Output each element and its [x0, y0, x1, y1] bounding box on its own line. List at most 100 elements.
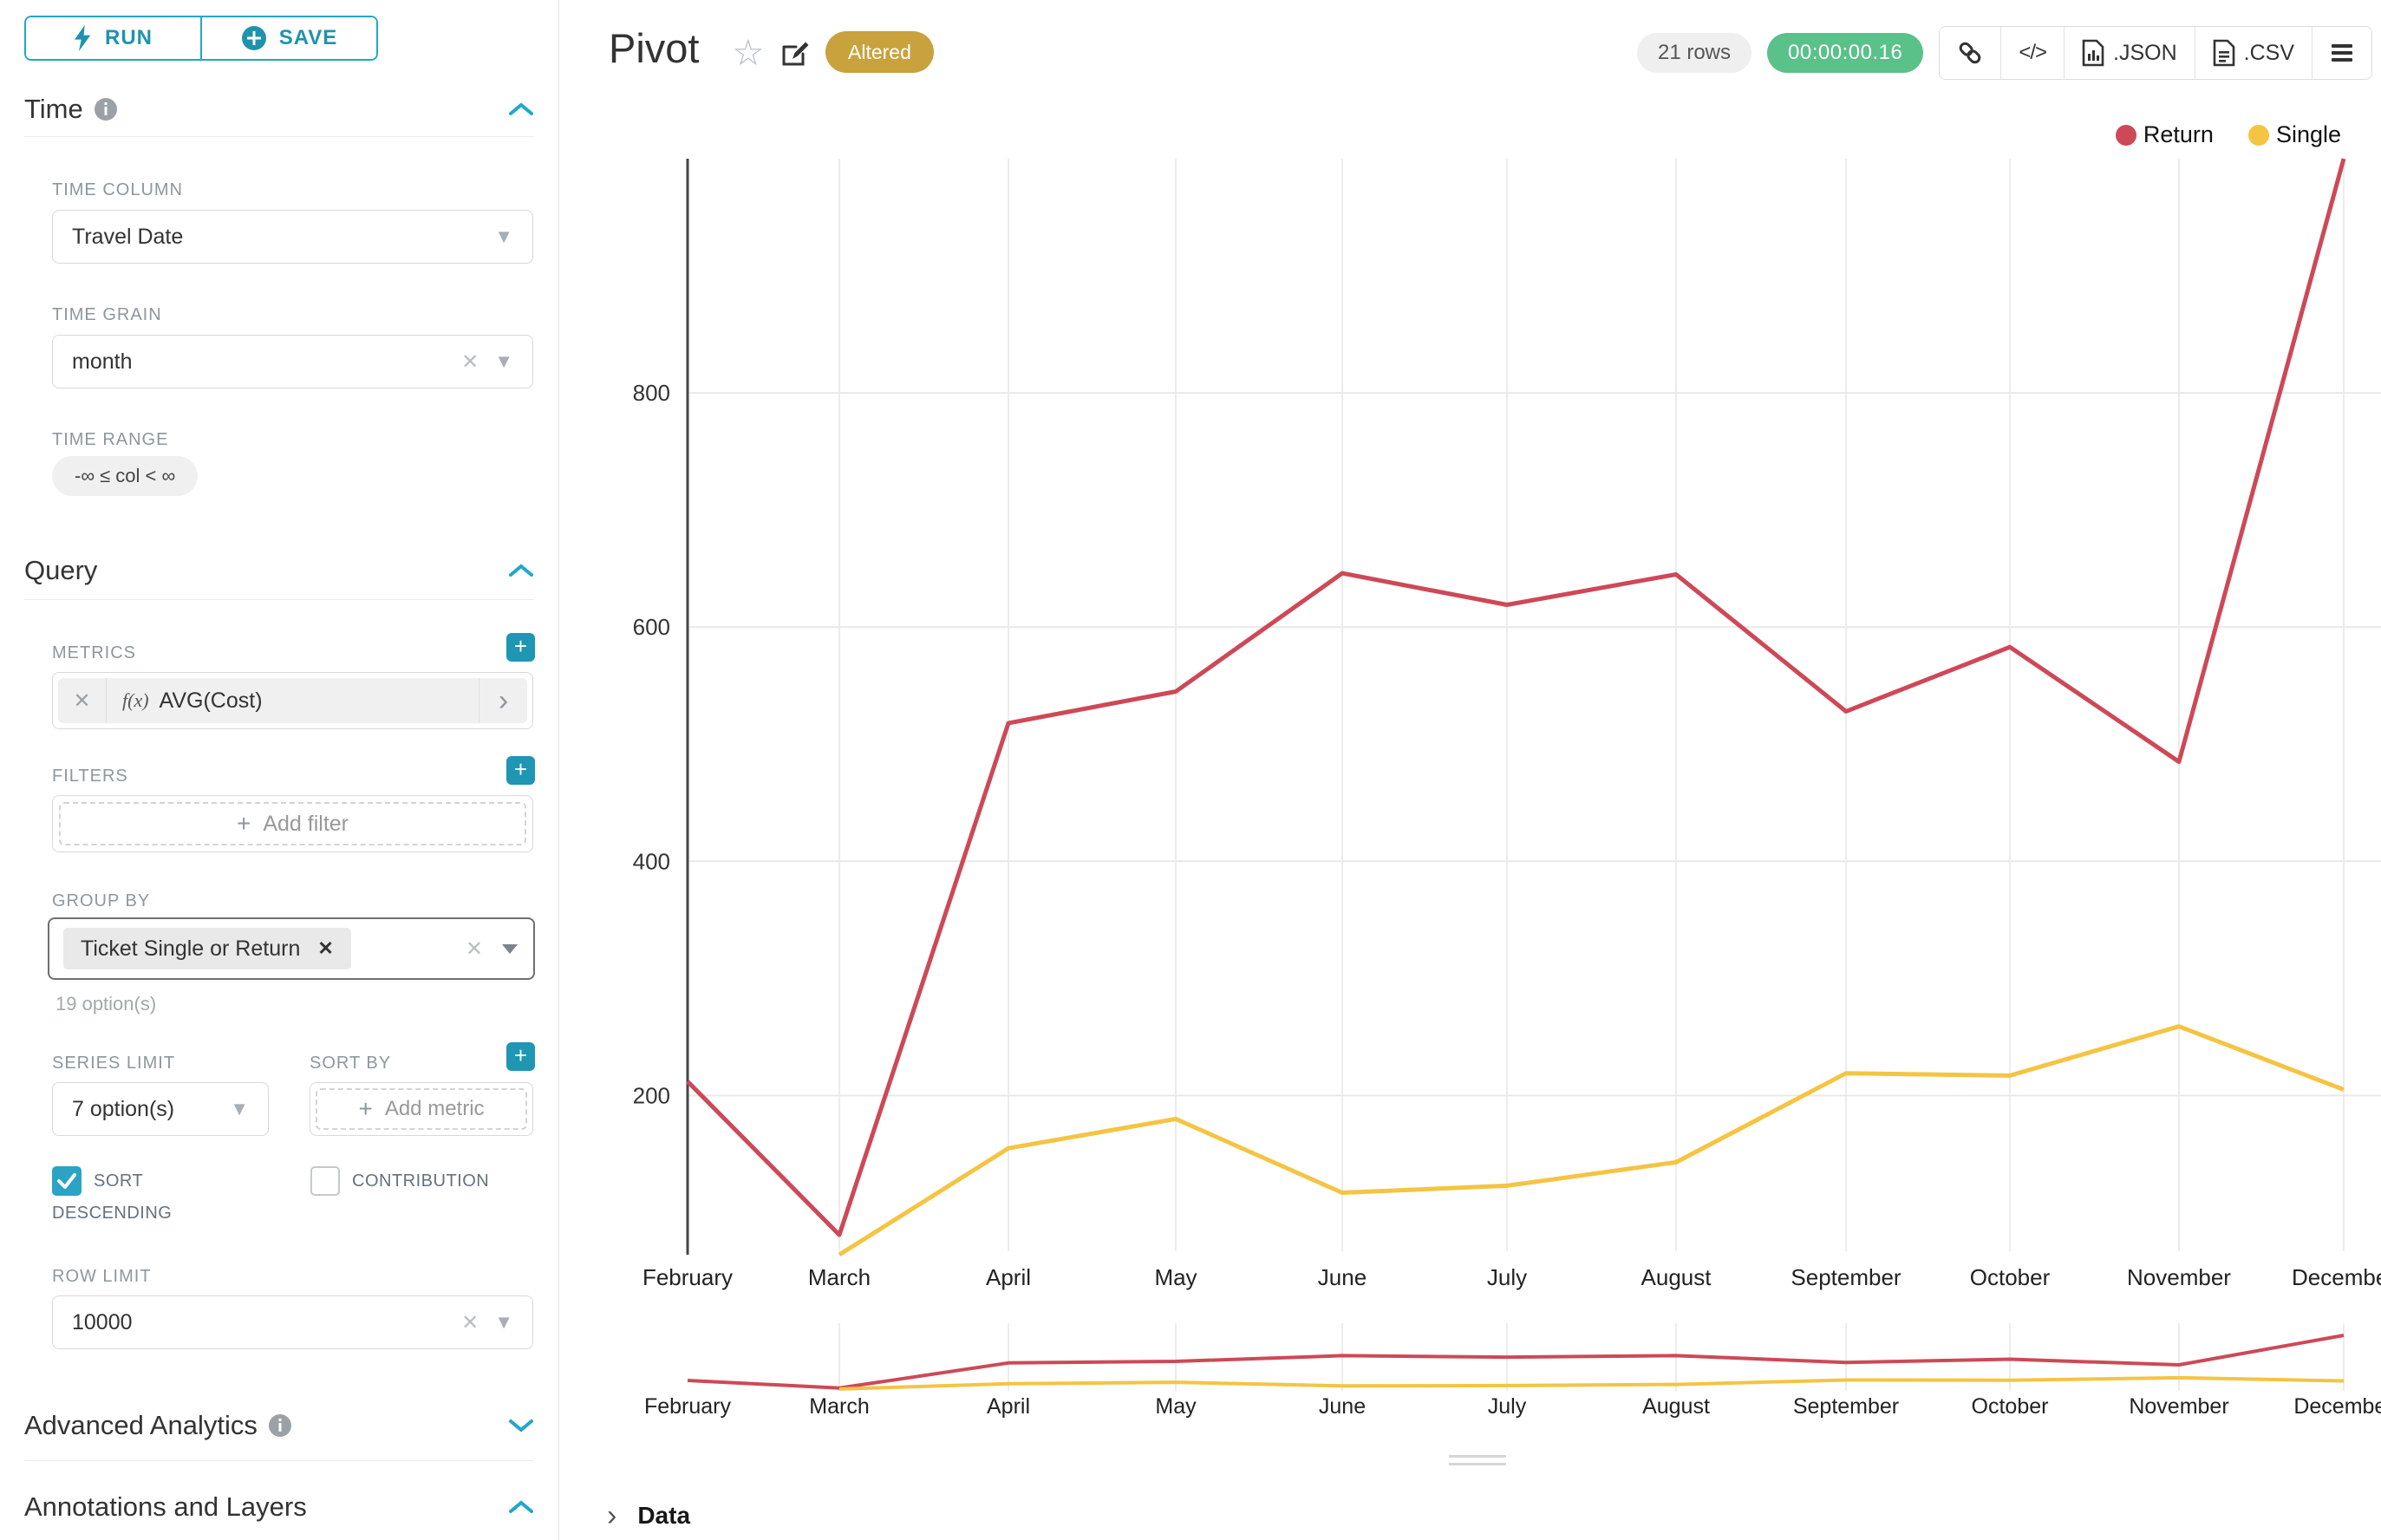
query-section-header[interactable]: Query — [24, 555, 534, 586]
json-label: .JSON — [2113, 40, 2177, 65]
x-axis-label: October — [1970, 1264, 2051, 1290]
favorite-star-icon[interactable]: ☆ — [732, 32, 765, 73]
add-metric-button[interactable]: + — [506, 633, 535, 662]
range-selector-label: June — [1319, 1394, 1366, 1419]
x-axis-label: December — [2292, 1264, 2381, 1290]
time-grain-select[interactable]: month ✕ ▼ — [52, 335, 533, 388]
contribution-checkbox[interactable] — [310, 1166, 340, 1196]
group-by-select[interactable]: Ticket Single or Return ✕ ✕ — [48, 917, 535, 980]
series-line-return — [686, 158, 2346, 1237]
legend-dot-icon — [2247, 124, 2269, 146]
range-selector-label: April — [987, 1394, 1030, 1419]
time-section-header[interactable]: Time — [24, 94, 534, 125]
metrics-label: METRICS — [52, 643, 136, 662]
query-timer-badge: 00:00:00.16 — [1767, 33, 1924, 73]
chevron-right-icon[interactable]: › — [479, 678, 527, 723]
y-axis-tick-label: 200 — [633, 1082, 670, 1108]
group-by-value: Ticket Single or Return — [81, 936, 301, 961]
edit-title-icon[interactable] — [779, 38, 812, 75]
series-limit-label: SERIES LIMIT — [52, 1054, 176, 1073]
range-selector-label: October — [1972, 1394, 2049, 1419]
x-axis-label: July — [1487, 1264, 1527, 1290]
hamburger-menu-icon — [2332, 44, 2352, 62]
add-metric-label: Add metric — [384, 1097, 485, 1120]
time-column-value: Travel Date — [72, 224, 184, 249]
sort-by-control: + Add metric — [310, 1082, 533, 1136]
legend-item-single[interactable]: Single — [2247, 121, 2341, 148]
query-section-title: Query — [24, 555, 98, 585]
run-button-label: RUN — [105, 26, 153, 49]
annotations-section-header[interactable]: Annotations and Layers — [24, 1491, 534, 1523]
x-axis-label: August — [1641, 1264, 1712, 1290]
sort-descending-checkbox[interactable] — [52, 1166, 82, 1196]
plus-circle-icon — [241, 26, 266, 50]
export-json-button[interactable]: .JSON — [2065, 27, 2195, 79]
more-options-button[interactable] — [2313, 27, 2371, 79]
contribution-label: CONTRIBUTION — [352, 1171, 490, 1191]
x-axis-label: September — [1791, 1264, 1902, 1290]
range-selector-line-single — [838, 1375, 2345, 1391]
add-filter-dropzone[interactable]: + Add filter — [59, 802, 526, 845]
view-query-button[interactable]: </> — [2001, 27, 2065, 79]
check-icon — [57, 1173, 76, 1189]
series-limit-select[interactable]: 7 option(s) ▼ — [52, 1082, 269, 1136]
section-divider — [24, 136, 534, 137]
data-panel-header[interactable]: › Data — [607, 1499, 690, 1532]
run-button[interactable]: RUN — [26, 17, 202, 59]
info-icon — [94, 98, 117, 121]
range-selector-label: February — [644, 1394, 732, 1419]
metric-chip[interactable]: ✕ f(x) AVG(Cost) › — [58, 678, 527, 723]
time-grain-label: TIME GRAIN — [52, 305, 162, 324]
chevron-down-icon[interactable] — [508, 1418, 534, 1433]
chevron-right-icon: › — [607, 1499, 617, 1532]
series-limit-value: 7 option(s) — [72, 1096, 175, 1121]
range-selector-label: November — [2129, 1394, 2228, 1419]
add-filter-button[interactable]: + — [506, 756, 535, 785]
chevron-up-icon[interactable] — [508, 1499, 534, 1515]
legend-item-return[interactable]: Return — [2115, 121, 2214, 148]
panel-resize-grip[interactable] — [1449, 1455, 1506, 1471]
section-divider — [24, 1460, 534, 1461]
altered-badge[interactable]: Altered — [825, 31, 934, 73]
time-range-pill[interactable]: -∞ ≤ col < ∞ — [52, 456, 199, 496]
fx-icon: f(x) — [122, 689, 149, 711]
range-selector-label: July — [1488, 1394, 1527, 1419]
lightning-bolt-icon — [75, 25, 91, 51]
filters-control: + Add filter — [52, 795, 533, 852]
chart-legend: Return Single — [2115, 121, 2341, 148]
sort-descending-label-line2: DESCENDING — [52, 1204, 173, 1223]
add-sort-metric-dropzone[interactable]: + Add metric — [316, 1088, 527, 1130]
advanced-analytics-header[interactable]: Advanced Analytics — [24, 1410, 534, 1441]
info-icon — [268, 1414, 291, 1437]
x-axis-label: April — [986, 1264, 1031, 1290]
time-range-value: -∞ ≤ col < ∞ — [75, 465, 176, 486]
plus-icon: + — [236, 810, 251, 837]
copy-link-button[interactable] — [1940, 27, 2002, 79]
export-csv-button[interactable]: .CSV — [2195, 27, 2313, 79]
advanced-analytics-title: Advanced Analytics — [24, 1410, 258, 1440]
add-sort-metric-button[interactable]: + — [506, 1042, 535, 1071]
link-icon — [1960, 42, 1981, 64]
export-toolbar: </> .JSON .CSV — [1939, 26, 2372, 80]
remove-metric-icon[interactable]: ✕ — [58, 678, 107, 723]
chevron-down-icon: ▼ — [494, 225, 513, 247]
row-limit-select[interactable]: 10000 ✕ ▼ — [52, 1295, 533, 1349]
remove-chip-icon[interactable]: ✕ — [317, 937, 334, 959]
chevron-up-icon[interactable] — [508, 101, 534, 117]
range-selector-label: March — [809, 1394, 869, 1419]
clear-icon[interactable]: ✕ — [465, 936, 483, 961]
save-button[interactable]: SAVE — [202, 17, 376, 59]
chevron-up-icon[interactable] — [508, 563, 534, 578]
group-by-label: GROUP BY — [52, 891, 151, 910]
clear-icon[interactable]: ✕ — [461, 1310, 479, 1334]
group-by-chip[interactable]: Ticket Single or Return ✕ — [63, 928, 351, 969]
range-selector-label: September — [1793, 1394, 1899, 1419]
gridlines — [688, 159, 2381, 1391]
save-button-label: SAVE — [278, 26, 338, 49]
clear-icon[interactable]: ✕ — [461, 349, 479, 374]
x-axis-label: March — [808, 1264, 871, 1290]
chevron-down-icon: ▼ — [494, 350, 513, 372]
time-column-select[interactable]: Travel Date ▼ — [52, 210, 533, 264]
series-line-single — [838, 1024, 2345, 1257]
